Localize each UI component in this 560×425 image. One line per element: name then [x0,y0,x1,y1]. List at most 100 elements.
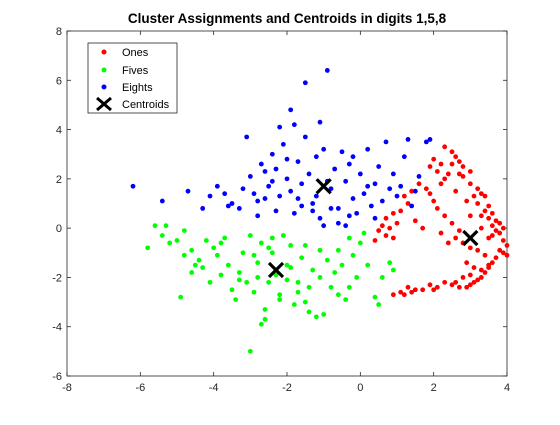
point-eights [200,206,206,211]
legend-marker-eights [101,84,107,90]
point-fives [317,247,323,253]
point-ones [460,173,466,179]
point-ones [478,275,484,280]
point-fives [181,228,187,234]
point-eights [405,137,411,142]
point-eights [343,178,349,184]
point-ones [401,292,407,298]
point-ones [394,220,400,226]
point-ones [401,193,407,199]
point-ones [423,186,429,192]
legend-marker-centroids [96,96,112,112]
point-fives [365,262,371,268]
point-fives [310,267,316,273]
point-eights [394,193,400,199]
point-eights [401,154,407,160]
point-ones [482,270,488,275]
point-ones [405,201,411,206]
point-fives [240,250,246,256]
point-fives [247,348,253,354]
point-fives [178,294,184,300]
point-eights [273,208,279,214]
point-fives [376,302,382,307]
point-ones [464,284,470,290]
point-ones [486,235,492,241]
point-eights [335,206,341,211]
point-fives [302,242,308,248]
point-ones [431,287,437,293]
point-fives [262,316,268,322]
point-eights [390,171,396,177]
point-ones [460,275,466,280]
point-ones [453,154,459,160]
point-ones [471,279,477,285]
x-tick-label: -2 [282,382,292,394]
point-ones [427,164,433,169]
point-eights [368,203,374,209]
x-tick-label: -6 [135,382,145,394]
point-eights [269,151,275,157]
point-ones [449,282,455,288]
y-tick-label: -4 [52,322,62,334]
point-eights [398,183,404,189]
point-fives [269,235,275,241]
point-fives [247,233,253,238]
point-ones [460,164,466,169]
x-tick-label: -8 [62,382,72,394]
point-ones [387,225,393,231]
point-fives [379,275,385,280]
point-ones [431,198,437,204]
point-ones [489,233,495,238]
point-eights [236,206,242,211]
point-eights [251,191,257,197]
point-eights [273,166,279,172]
point-ones [445,171,451,177]
point-fives [332,270,338,275]
point-eights [240,186,246,192]
point-eights [313,193,319,199]
point-eights [365,146,371,152]
point-fives [251,289,257,295]
point-fives [236,277,242,283]
point-ones [478,225,484,231]
point-eights [328,206,334,211]
data-points [130,68,510,354]
point-fives [317,275,323,280]
point-fives [306,284,312,290]
point-ones [453,235,459,241]
point-eights [317,119,323,125]
point-ones [500,250,506,256]
point-eights [383,139,389,145]
point-ones [497,247,503,253]
point-eights [339,149,345,155]
point-fives [343,297,349,303]
point-fives [324,257,330,263]
point-eights [354,210,360,216]
point-ones [471,265,477,270]
point-ones [434,169,440,174]
point-eights [313,154,319,160]
point-fives [244,279,250,285]
point-ones [475,201,481,206]
point-ones [497,230,503,236]
point-eights [310,201,316,206]
point-fives [251,252,257,258]
point-fives [306,309,312,315]
point-ones [467,181,473,187]
legend: Ones Fives Eights Centroids [87,42,178,114]
point-eights [185,188,191,194]
y-tick-label: 8 [56,26,62,38]
point-fives [218,272,224,278]
point-fives [273,272,279,278]
point-fives [339,262,345,268]
point-eights [302,134,308,140]
point-eights [409,203,415,209]
point-eights [346,161,352,167]
point-ones [412,218,418,224]
point-ones [456,159,462,165]
point-fives [288,265,294,270]
point-eights [357,171,363,177]
point-ones [445,240,451,246]
point-ones [379,223,385,229]
point-fives [192,262,198,268]
